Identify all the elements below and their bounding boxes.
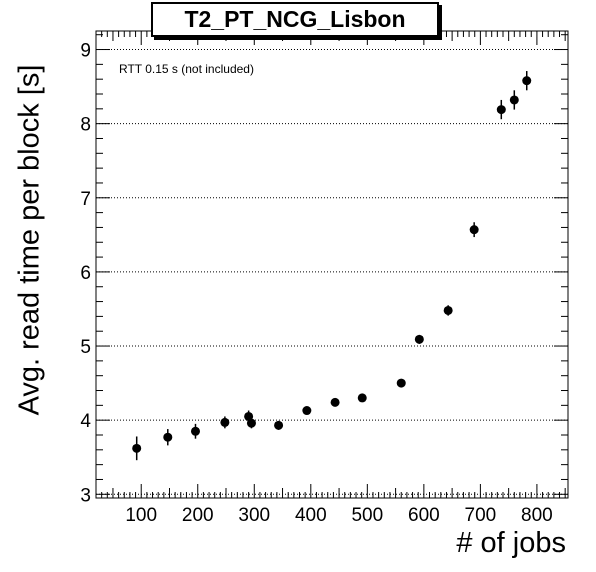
y-tick-label: 6 [80,263,91,284]
data-point-16 [522,76,532,86]
data-point-11 [414,334,424,344]
data-point-14 [496,105,506,115]
tick-labels: 3 4 5 6 7 8 9 100 200 300 400 500 600 700 800 [80,41,552,526]
x-tick-label: 300 [238,505,270,526]
data-point-8 [330,397,340,407]
data-point-15 [509,95,519,105]
y-tick-label: 3 [80,485,91,506]
plot-frame [95,30,569,499]
data-point-13 [469,225,479,235]
x-tick-label: 200 [182,505,214,526]
data-point-1 [163,432,173,442]
data-point-7 [302,406,312,416]
data-point-12 [443,305,453,315]
rtt-annotation: RTT 0.15 s (not included) [119,62,254,76]
data-point-3 [220,417,230,427]
data-point-5 [246,418,256,428]
data-point-9 [357,393,367,403]
x-tick-label: 800 [521,505,553,526]
y-axis-label: Avg. read time per block [s] [13,64,46,416]
y-tick-label: 9 [80,41,91,62]
data-point-6 [274,420,284,430]
x-tick-label: 100 [125,505,157,526]
y-tick-label: 8 [80,115,91,136]
data-point-0 [132,443,142,453]
x-tick-label: 500 [351,505,383,526]
axis-ticks [96,31,568,498]
y-tick-label: 4 [80,411,91,432]
y-tick-label: 5 [80,337,91,358]
grid-lines [96,49,568,495]
x-axis-label: # of jobs [456,527,566,559]
x-tick-label: 600 [408,505,440,526]
chart-title: T2_PT_NCG_Lisbon [151,2,439,37]
data-points [132,76,532,453]
data-point-2 [190,426,200,436]
x-tick-label: 400 [295,505,327,526]
x-tick-label: 700 [465,505,497,526]
data-point-10 [396,378,406,388]
y-tick-label: 7 [80,189,91,210]
